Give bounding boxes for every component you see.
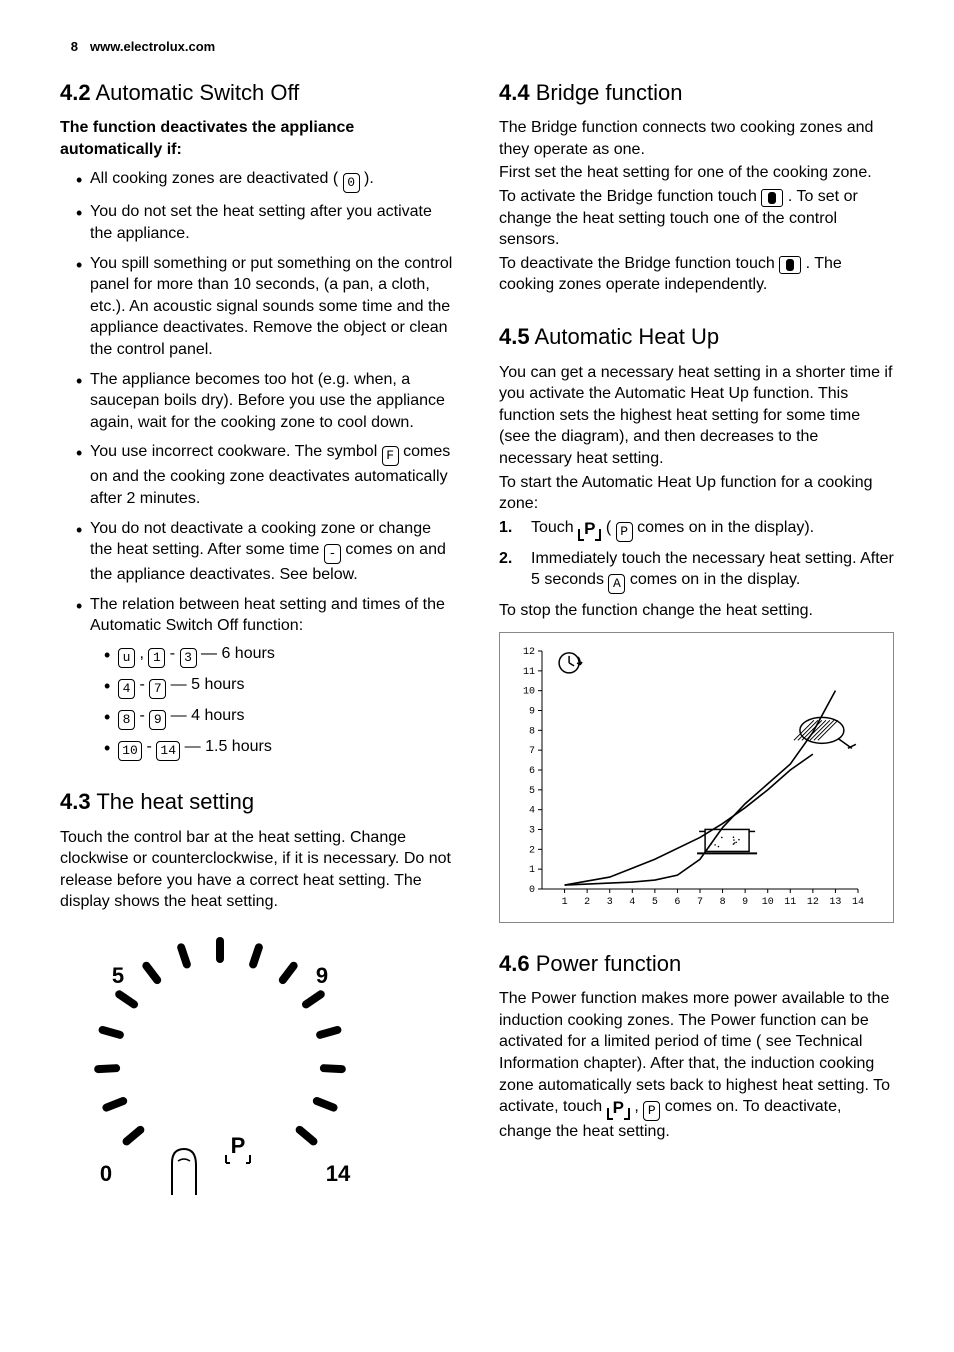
bullet: You do not set the heat setting after yo… [76, 201, 455, 244]
times-list: u , 1 - 3 — 6 hours 4 - 7 — 5 hours 8 - … [90, 643, 455, 761]
bullet: You use incorrect cookware. The symbol F… [76, 441, 455, 509]
display-A-icon: A [608, 574, 625, 594]
site-url: www.electrolux.com [90, 38, 215, 56]
right-column: 4.4 Bridge function The Bridge function … [499, 74, 894, 1246]
section-4-5: 4.5 Automatic Heat Up You can get a nece… [499, 322, 894, 923]
svg-text:9: 9 [529, 707, 535, 718]
svg-text:10: 10 [523, 687, 535, 698]
time-row: 4 - 7 — 5 hours [104, 674, 455, 699]
svg-text:11: 11 [784, 897, 796, 908]
para: The Bridge function connects two cooking… [499, 117, 894, 160]
svg-text:6: 6 [674, 897, 680, 908]
bullet: The appliance becomes too hot (e.g. when… [76, 369, 455, 434]
svg-text:1: 1 [529, 865, 535, 876]
bridge-icon [779, 256, 801, 274]
para: To activate the Bridge function touch . … [499, 186, 894, 251]
para: You can get a necessary heat setting in … [499, 362, 894, 470]
chart-svg: 01234567891011121234567891011121314 [508, 641, 868, 911]
svg-text:4: 4 [629, 897, 635, 908]
svg-text:13: 13 [829, 897, 841, 908]
svg-text:8: 8 [720, 897, 726, 908]
p-touch-icon: P [578, 518, 601, 541]
para: To start the Automatic Heat Up function … [499, 472, 894, 515]
svg-text:3: 3 [607, 897, 613, 908]
content-columns: 4.2 Automatic Switch Off The function de… [60, 74, 894, 1246]
page-number: 8 [60, 38, 78, 56]
svg-text:9: 9 [742, 897, 748, 908]
section-4-2: 4.2 Automatic Switch Off The function de… [60, 78, 455, 761]
section-4-6: 4.6 Power function The Power function ma… [499, 949, 894, 1143]
page-header: 8 www.electrolux.com [60, 38, 894, 56]
heading-4-3: 4.3 The heat setting [60, 787, 455, 817]
para-4-3: Touch the control bar at the heat settin… [60, 827, 455, 913]
svg-text:2: 2 [529, 845, 535, 856]
para: First set the heat setting for one of th… [499, 162, 894, 184]
subhead-4-2: The function deactivates the appliance a… [60, 117, 455, 160]
svg-text:14: 14 [326, 1161, 351, 1186]
para: The Power function makes more power avai… [499, 988, 894, 1143]
svg-text:12: 12 [807, 897, 819, 908]
svg-text:6: 6 [529, 766, 535, 777]
svg-text:7: 7 [697, 897, 703, 908]
time-row: 8 - 9 — 4 hours [104, 705, 455, 730]
bullet: All cooking zones are deactivated ( 0 ). [76, 168, 455, 193]
svg-text:9: 9 [316, 963, 328, 988]
bullet: The relation between heat setting and ti… [76, 594, 455, 761]
svg-text:11: 11 [523, 667, 535, 678]
left-column: 4.2 Automatic Switch Off The function de… [60, 74, 455, 1246]
heading-4-5: 4.5 Automatic Heat Up [499, 322, 894, 352]
svg-text:12: 12 [523, 647, 535, 658]
svg-text:5: 5 [652, 897, 658, 908]
svg-text:0: 0 [529, 885, 535, 896]
heading-4-2: 4.2 Automatic Switch Off [60, 78, 455, 108]
time-row: u , 1 - 3 — 6 hours [104, 643, 455, 668]
dial-svg: 5 9 0 14 P [60, 923, 380, 1213]
section-4-3: 4.3 The heat setting Touch the control b… [60, 787, 455, 1220]
heading-4-4: 4.4 Bridge function [499, 78, 894, 108]
steps-4-5: Touch P ( P comes on in the display). Im… [499, 517, 894, 595]
dial-figure: 5 9 0 14 P [60, 923, 455, 1220]
svg-text:2: 2 [584, 897, 590, 908]
svg-text:P: P [231, 1133, 246, 1158]
list-4-2: All cooking zones are deactivated ( 0 ).… [60, 168, 455, 761]
display-P-icon: P [643, 1101, 660, 1121]
svg-text:0: 0 [100, 1161, 112, 1186]
svg-text:10: 10 [762, 897, 774, 908]
heatup-chart: 01234567891011121234567891011121314 [499, 632, 894, 923]
bridge-icon [761, 189, 783, 207]
svg-text:5: 5 [112, 963, 124, 988]
para: To deactivate the Bridge function touch … [499, 253, 894, 296]
svg-text:14: 14 [852, 897, 864, 908]
step: Touch P ( P comes on in the display). [499, 517, 894, 542]
para: To stop the function change the heat set… [499, 600, 894, 622]
svg-text:4: 4 [529, 806, 535, 817]
section-4-4: 4.4 Bridge function The Bridge function … [499, 78, 894, 296]
p-touch-icon: P [607, 1097, 630, 1120]
svg-text:7: 7 [529, 746, 535, 757]
heading-4-6: 4.6 Power function [499, 949, 894, 979]
display-dash-icon: - [324, 544, 341, 564]
display-F-icon: F [382, 446, 399, 466]
bullet: You do not deactivate a cooking zone or … [76, 518, 455, 586]
time-row: 10 - 14 — 1.5 hours [104, 736, 455, 761]
display-P-icon: P [616, 522, 633, 542]
svg-text:3: 3 [529, 826, 535, 837]
svg-text:8: 8 [529, 726, 535, 737]
step: Immediately touch the necessary heat set… [499, 548, 894, 595]
bullet: You spill something or put something on … [76, 253, 455, 361]
svg-text:5: 5 [529, 786, 535, 797]
svg-text:1: 1 [562, 897, 568, 908]
display-0-icon: 0 [343, 173, 360, 193]
